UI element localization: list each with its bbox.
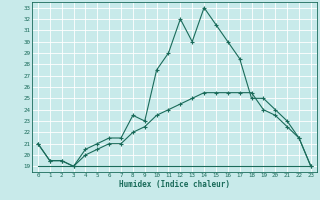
X-axis label: Humidex (Indice chaleur): Humidex (Indice chaleur) [119,180,230,189]
